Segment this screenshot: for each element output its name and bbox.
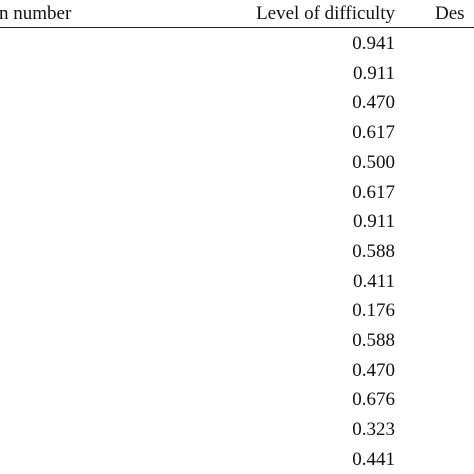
difficulty-cell: 0.441 — [352, 448, 395, 470]
difficulty-cell: 0.323 — [352, 419, 395, 441]
difficulty-cell: 0.617 — [352, 181, 395, 203]
difficulty-cell: 0.911 — [352, 211, 395, 233]
difficulty-cell: 0.676 — [352, 389, 395, 411]
column-header: Level of difficulty — [256, 3, 395, 24]
difficulty-cell: 0.176 — [352, 300, 395, 322]
difficulty-cell: 0.500 — [352, 151, 395, 173]
column-header: Des — [435, 3, 465, 24]
difficulty-cell: 0.911 — [352, 62, 395, 84]
difficulty-cell: 0.588 — [352, 240, 395, 262]
difficulty-cell: 0.617 — [352, 122, 395, 144]
difficulty-cell: 0.411 — [352, 270, 395, 292]
difficulty-cell: 0.941 — [352, 33, 395, 54]
difficulty-cell: 0.470 — [352, 359, 395, 381]
header-rule — [0, 27, 474, 28]
difficulty-cell: 0.588 — [352, 330, 395, 351]
difficulty-cell: 0.470 — [352, 92, 395, 114]
column-header: n number — [0, 3, 72, 24]
